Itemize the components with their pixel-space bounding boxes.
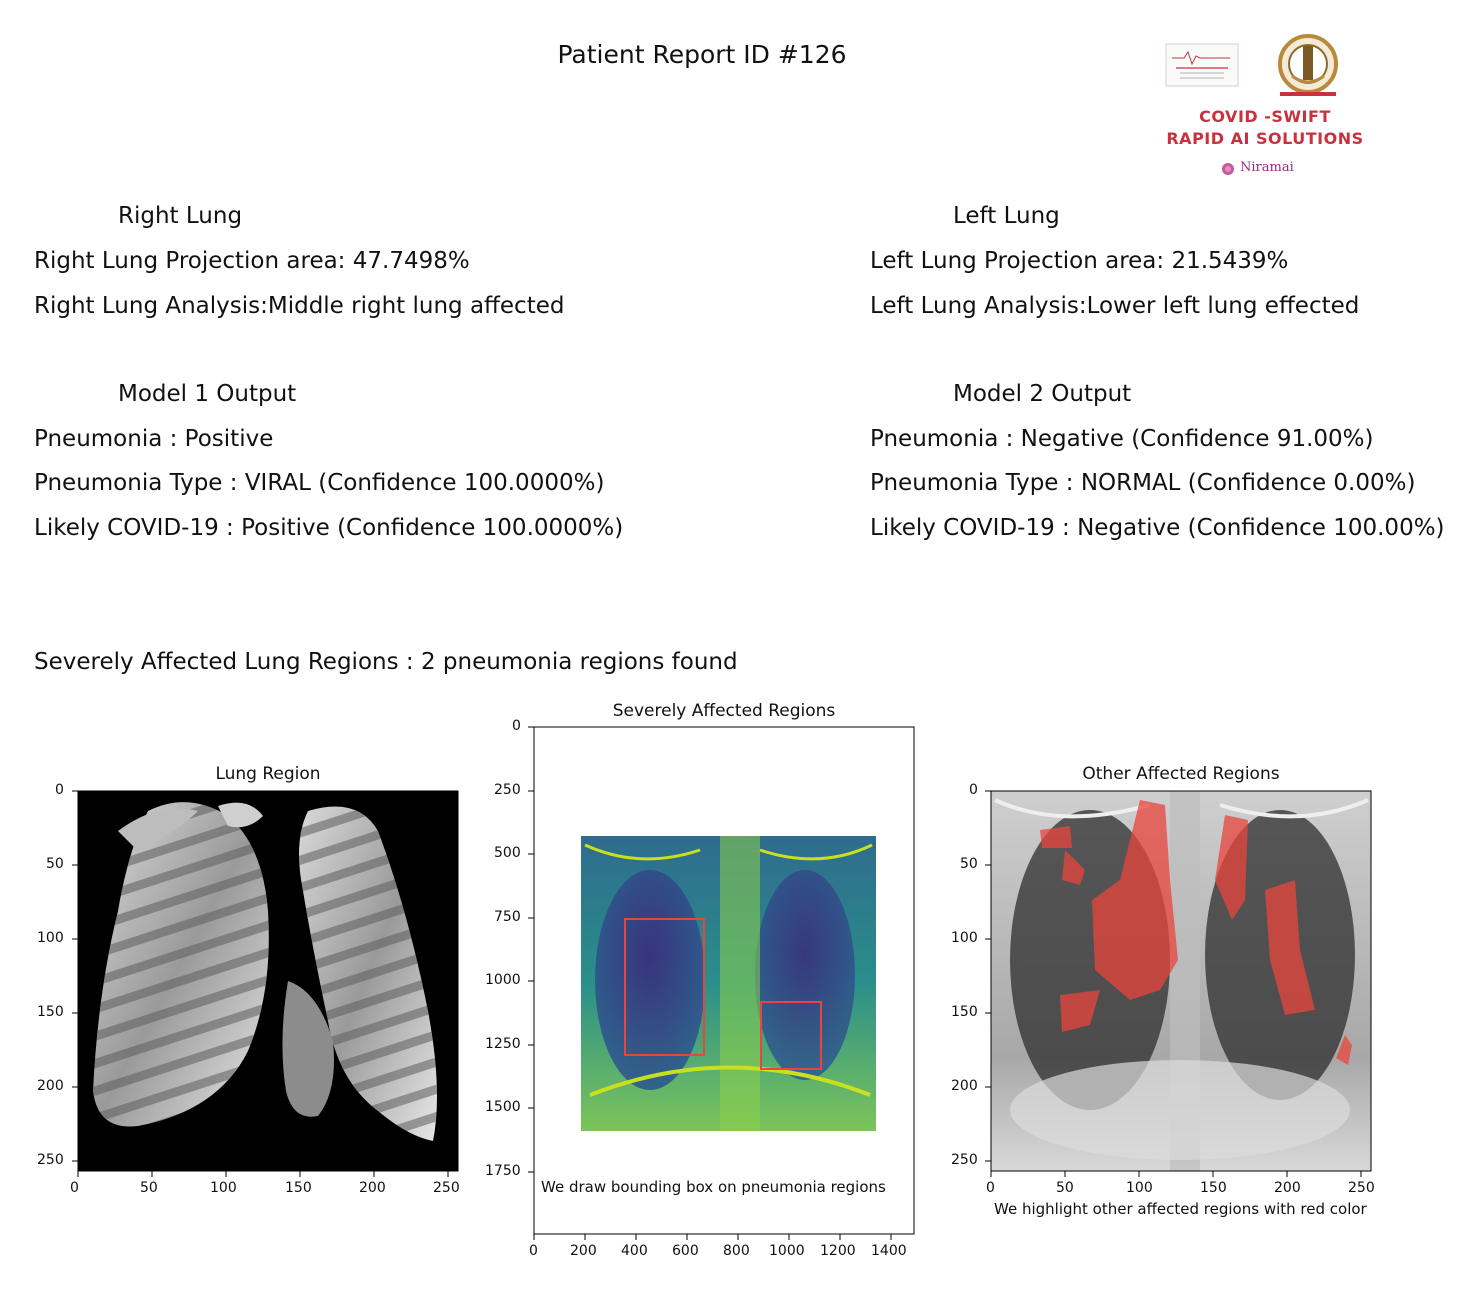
lung-region-ytick: 100 bbox=[37, 930, 64, 946]
left-lung-analysis: Left Lung Analysis:Lower left lung effec… bbox=[870, 293, 1360, 319]
severe-ytick: 1750 bbox=[485, 1163, 521, 1179]
lung-region-xtick: 200 bbox=[359, 1180, 386, 1196]
other-ytick: 50 bbox=[960, 856, 978, 872]
severe-xtick: 800 bbox=[723, 1243, 750, 1259]
severe-xtick: 1000 bbox=[769, 1243, 805, 1259]
severe-ytick: 500 bbox=[494, 845, 521, 861]
lung-region-drawing bbox=[93, 802, 437, 1141]
other-ytick: 150 bbox=[951, 1004, 978, 1020]
lung-region-ytick: 0 bbox=[55, 782, 64, 798]
severe-xtick: 400 bbox=[621, 1243, 648, 1259]
report-title: Patient Report ID #126 bbox=[557, 40, 847, 69]
lung-region-ytick: 150 bbox=[37, 1004, 64, 1020]
severe-xtick: 1400 bbox=[871, 1243, 907, 1259]
other-ytick: 100 bbox=[951, 930, 978, 946]
lung-region-xtick: 100 bbox=[210, 1180, 237, 1196]
other-xtick: 150 bbox=[1200, 1180, 1227, 1196]
severe-ytick: 1250 bbox=[485, 1036, 521, 1052]
right-lung-heading: Right Lung bbox=[118, 203, 243, 229]
model1-heading: Model 1 Output bbox=[118, 381, 297, 407]
other-caption: We highlight other affected regions with… bbox=[994, 1200, 1367, 1218]
lung-region-ytick: 50 bbox=[46, 856, 64, 872]
lung-region-xtick: 150 bbox=[285, 1180, 312, 1196]
other-ytick: 0 bbox=[969, 782, 978, 798]
other-ytick: 200 bbox=[951, 1078, 978, 1094]
right-lung-analysis: Right Lung Analysis:Middle right lung af… bbox=[34, 293, 565, 319]
lung-region-xtick: 50 bbox=[140, 1180, 158, 1196]
model1-type: Pneumonia Type : VIRAL (Confidence 100.0… bbox=[34, 470, 605, 496]
severe-ytick: 250 bbox=[494, 782, 521, 798]
model2-heading: Model 2 Output bbox=[953, 381, 1132, 407]
other-xtick: 50 bbox=[1056, 1180, 1074, 1196]
severe-xtick: 600 bbox=[672, 1243, 699, 1259]
model2-type: Pneumonia Type : NORMAL (Confidence 0.00… bbox=[870, 470, 1416, 496]
left-lung-heading: Left Lung bbox=[953, 203, 1060, 229]
logo-graphic bbox=[1165, 34, 1338, 175]
severe-xtick: 0 bbox=[529, 1243, 538, 1259]
model2-pneumonia: Pneumonia : Negative (Confidence 91.00%) bbox=[870, 426, 1374, 452]
severe-caption: We draw bounding box on pneumonia region… bbox=[541, 1178, 886, 1196]
logo-block: COVID -SWIFT RAPID AI SOLUTIONS Niramai bbox=[1150, 32, 1380, 192]
severe-ytick: 0 bbox=[512, 718, 521, 734]
right-lung-projection: Right Lung Projection area: 47.7498% bbox=[34, 248, 470, 274]
logo-partner: Niramai bbox=[1240, 160, 1294, 175]
model1-covid: Likely COVID-19 : Positive (Confidence 1… bbox=[34, 515, 624, 541]
model1-pneumonia: Pneumonia : Positive bbox=[34, 426, 274, 452]
lung-region-xtick: 250 bbox=[433, 1180, 460, 1196]
severe-ytick: 1000 bbox=[485, 972, 521, 988]
lung-region-title: Lung Region bbox=[215, 764, 321, 784]
other-xtick: 100 bbox=[1126, 1180, 1153, 1196]
severe-ytick: 750 bbox=[494, 909, 521, 925]
logo-line2: RAPID AI SOLUTIONS bbox=[1166, 129, 1364, 148]
severe-xtick: 200 bbox=[570, 1243, 597, 1259]
model2-covid: Likely COVID-19 : Negative (Confidence 1… bbox=[870, 515, 1445, 541]
severity-summary: Severely Affected Lung Regions : 2 pneum… bbox=[34, 649, 738, 675]
lung-region-ytick: 200 bbox=[37, 1078, 64, 1094]
other-xtick: 250 bbox=[1348, 1180, 1375, 1196]
severe-ytick: 1500 bbox=[485, 1099, 521, 1115]
lung-region-image bbox=[78, 791, 458, 1171]
other-ytick: 250 bbox=[951, 1152, 978, 1168]
other-xtick: 0 bbox=[986, 1180, 995, 1196]
other-title: Other Affected Regions bbox=[1082, 764, 1280, 784]
lung-region-xtick: 0 bbox=[70, 1180, 79, 1196]
lung-region-ytick: 250 bbox=[37, 1152, 64, 1168]
other-xtick: 200 bbox=[1274, 1180, 1301, 1196]
logo-line1: COVID -SWIFT bbox=[1199, 107, 1331, 126]
left-lung-projection: Left Lung Projection area: 21.5439% bbox=[870, 248, 1289, 274]
severe-xtick: 1200 bbox=[820, 1243, 856, 1259]
severe-title: Severely Affected Regions bbox=[612, 701, 836, 721]
